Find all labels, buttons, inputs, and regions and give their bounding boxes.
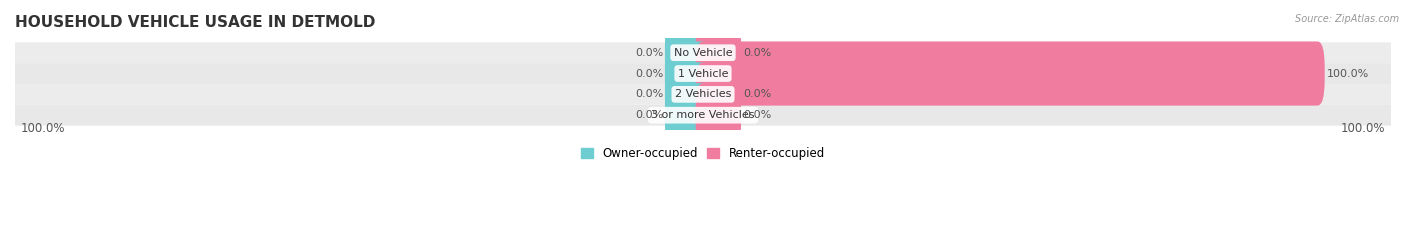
Text: 0.0%: 0.0%	[636, 110, 664, 120]
FancyBboxPatch shape	[665, 41, 710, 106]
Text: HOUSEHOLD VEHICLE USAGE IN DETMOLD: HOUSEHOLD VEHICLE USAGE IN DETMOLD	[15, 15, 375, 30]
Text: No Vehicle: No Vehicle	[673, 48, 733, 58]
Text: 100.0%: 100.0%	[21, 122, 66, 135]
Text: 2 Vehicles: 2 Vehicles	[675, 89, 731, 99]
FancyBboxPatch shape	[15, 84, 1391, 105]
Text: 100.0%: 100.0%	[1340, 122, 1385, 135]
Text: Source: ZipAtlas.com: Source: ZipAtlas.com	[1295, 14, 1399, 24]
Text: 3 or more Vehicles: 3 or more Vehicles	[651, 110, 755, 120]
FancyBboxPatch shape	[665, 21, 710, 85]
Text: 0.0%: 0.0%	[742, 110, 770, 120]
Text: 1 Vehicle: 1 Vehicle	[678, 69, 728, 79]
Legend: Owner-occupied, Renter-occupied: Owner-occupied, Renter-occupied	[576, 143, 830, 165]
Text: 0.0%: 0.0%	[636, 89, 664, 99]
Text: 100.0%: 100.0%	[1326, 69, 1369, 79]
FancyBboxPatch shape	[665, 83, 710, 147]
FancyBboxPatch shape	[15, 105, 1391, 126]
FancyBboxPatch shape	[696, 41, 1324, 106]
FancyBboxPatch shape	[15, 42, 1391, 63]
Text: 0.0%: 0.0%	[636, 69, 664, 79]
FancyBboxPatch shape	[696, 62, 741, 126]
FancyBboxPatch shape	[665, 62, 710, 126]
Text: 0.0%: 0.0%	[742, 89, 770, 99]
Text: 0.0%: 0.0%	[636, 48, 664, 58]
FancyBboxPatch shape	[15, 63, 1391, 84]
FancyBboxPatch shape	[696, 83, 741, 147]
Text: 0.0%: 0.0%	[742, 48, 770, 58]
FancyBboxPatch shape	[696, 21, 741, 85]
